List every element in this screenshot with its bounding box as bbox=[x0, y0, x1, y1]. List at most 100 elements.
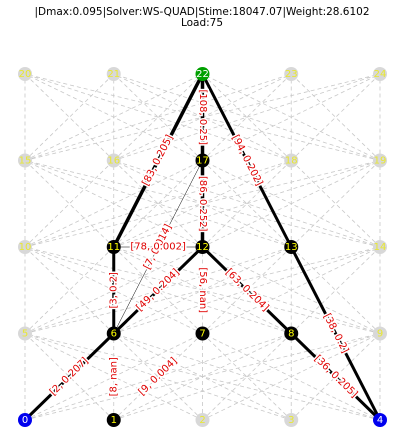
edge-label-22-17: [108, 0.25] bbox=[197, 89, 208, 145]
node-22-circle bbox=[195, 67, 210, 81]
figure-title: |Dmax:0.095|Solver:WS-QUAD|Stime:18047.0… bbox=[34, 6, 370, 18]
edge-label-1-7: [9, 0.004] bbox=[137, 356, 180, 398]
node-3: 3 bbox=[284, 413, 299, 427]
node-24-circle bbox=[373, 67, 387, 81]
node-21-label: 21 bbox=[107, 69, 120, 80]
node-6-label: 6 bbox=[111, 329, 117, 340]
node-15-label: 15 bbox=[19, 156, 32, 167]
path-edge-12-8 bbox=[201, 245, 293, 335]
grid-edge bbox=[24, 160, 292, 248]
grid-edge bbox=[113, 246, 381, 334]
figure-subtitle: Load:75 bbox=[180, 17, 224, 29]
node-7-circle bbox=[195, 326, 210, 341]
node-15-circle bbox=[18, 153, 32, 168]
grid-edge bbox=[113, 73, 381, 161]
edge-label-1-6: [8, nan] bbox=[108, 357, 119, 396]
node-10-label: 10 bbox=[19, 242, 32, 253]
grid-edge bbox=[113, 333, 381, 421]
edge-label-17-12: [86, 0.252] bbox=[197, 176, 208, 232]
grid-edge bbox=[113, 160, 381, 248]
node-7: 7 bbox=[195, 326, 210, 341]
edge-label-6-11: [3, 0.2] bbox=[108, 272, 119, 309]
edge-label-11-22: [83, 0.205] bbox=[141, 133, 176, 187]
grid-edge bbox=[202, 246, 381, 334]
node-6-circle bbox=[106, 326, 121, 341]
node-21-circle bbox=[106, 67, 121, 81]
node-10-circle bbox=[18, 240, 32, 254]
node-17-label: 17 bbox=[196, 156, 209, 167]
node-23-circle bbox=[284, 67, 299, 81]
node-18-label: 18 bbox=[285, 156, 298, 167]
node-2: 2 bbox=[195, 413, 210, 427]
node-11: 11 bbox=[106, 240, 121, 254]
grid-edge bbox=[24, 246, 292, 334]
grid-edge bbox=[24, 73, 203, 161]
node-22: 22 bbox=[195, 67, 210, 81]
node-1-label: 1 bbox=[111, 415, 117, 426]
node-13: 13 bbox=[284, 240, 299, 254]
node-4: 4 bbox=[373, 413, 387, 427]
node-2-label: 2 bbox=[199, 415, 205, 426]
grid-edge bbox=[24, 246, 292, 334]
node-5: 5 bbox=[18, 326, 32, 341]
node-19-label: 19 bbox=[374, 156, 387, 167]
node-8-circle bbox=[284, 326, 299, 341]
node-12: 12 bbox=[195, 240, 210, 254]
path-edge-13-4 bbox=[289, 246, 382, 421]
node-13-label: 13 bbox=[285, 242, 298, 253]
path-edge-22-13 bbox=[201, 73, 293, 248]
node-23: 23 bbox=[284, 67, 299, 81]
node-15: 15 bbox=[18, 153, 32, 168]
node-14: 14 bbox=[373, 240, 387, 254]
grid-edge bbox=[24, 73, 292, 161]
path-edge-0-6 bbox=[23, 332, 115, 422]
node-0-circle bbox=[18, 413, 32, 427]
node-4-circle bbox=[373, 413, 387, 427]
node-10: 10 bbox=[18, 240, 32, 254]
node-17: 17 bbox=[195, 153, 210, 168]
edge-label-22-13: [94, 0.202] bbox=[229, 133, 264, 187]
edge-label-11-12: [78, 0.002] bbox=[130, 242, 186, 253]
node-8: 8 bbox=[284, 326, 299, 341]
grid-edge bbox=[24, 333, 292, 421]
grid-edge bbox=[202, 333, 381, 421]
path-edges bbox=[23, 73, 382, 422]
node-24: 24 bbox=[373, 67, 387, 81]
node-0: 0 bbox=[18, 413, 32, 427]
node-16: 16 bbox=[106, 153, 121, 168]
grid-edge bbox=[113, 246, 381, 334]
node-22-label: 22 bbox=[196, 69, 209, 80]
grid-edge bbox=[113, 333, 381, 421]
node-12-label: 12 bbox=[196, 242, 209, 253]
node-5-label: 5 bbox=[22, 329, 28, 340]
node-7-label: 7 bbox=[199, 329, 205, 340]
grid-edge bbox=[24, 160, 292, 248]
grid-edge bbox=[113, 73, 381, 161]
node-18: 18 bbox=[284, 153, 299, 168]
node-14-label: 14 bbox=[374, 242, 387, 253]
grid-edge bbox=[24, 73, 292, 161]
node-20: 20 bbox=[18, 67, 32, 81]
edge-label-12-7: [56, nan] bbox=[197, 267, 208, 313]
node-11-circle bbox=[106, 240, 121, 254]
node-2-circle bbox=[195, 413, 210, 427]
node-18-circle bbox=[284, 153, 299, 168]
path-edge-11-22 bbox=[112, 73, 205, 248]
node-11-label: 11 bbox=[107, 242, 120, 253]
grid-edge bbox=[24, 160, 203, 248]
node-19-circle bbox=[373, 153, 387, 168]
node-0-label: 0 bbox=[22, 415, 28, 426]
path-edge-8-4 bbox=[290, 332, 382, 422]
node-14-circle bbox=[373, 240, 387, 254]
edge-label-13-4: [38, 0.2] bbox=[321, 312, 350, 355]
node-9-circle bbox=[373, 326, 387, 341]
grid-edge bbox=[24, 333, 381, 421]
node-16-circle bbox=[106, 153, 121, 168]
node-3-label: 3 bbox=[288, 415, 294, 426]
node-23-label: 23 bbox=[285, 69, 298, 80]
node-1-circle bbox=[106, 413, 121, 427]
node-5-circle bbox=[18, 326, 32, 341]
node-12-circle bbox=[195, 240, 210, 254]
